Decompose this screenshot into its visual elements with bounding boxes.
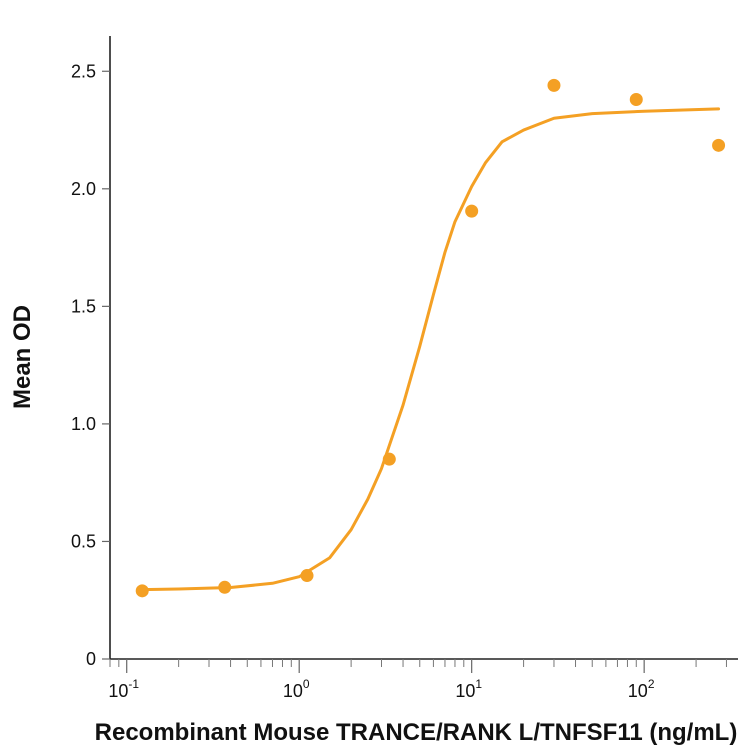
data-point [218, 580, 232, 594]
data-point [465, 204, 479, 218]
axes [109, 36, 738, 660]
y-tick-label: 1.5 [71, 296, 96, 316]
data-point [547, 78, 561, 92]
y-tick-label: 0.5 [71, 531, 96, 551]
x-tick-label: 10-1 [108, 677, 139, 701]
x-tick-label: 100 [283, 677, 310, 701]
data-points-layer [135, 78, 726, 598]
fit-curve [140, 107, 721, 592]
y-tick-label: 2.5 [71, 61, 96, 81]
y-tick-label: 0 [86, 649, 96, 669]
x-axis-title: Recombinant Mouse TRANCE/RANK L/TNFSF11 … [95, 719, 738, 746]
x-tick-label: 102 [628, 677, 655, 701]
data-point [135, 584, 149, 598]
fit-curve-layer [140, 107, 721, 592]
y-tick-label: 2.0 [71, 179, 96, 199]
labels-layer: 0 0.5 1.0 1.5 2.0 2.5 10-1 100 101 102 [71, 61, 655, 701]
y-axis-title: Mean OD [9, 305, 36, 409]
x-tick-label: 101 [455, 677, 482, 701]
data-point [712, 138, 726, 152]
data-point [629, 92, 643, 106]
data-point [300, 569, 314, 583]
y-tick-label: 1.0 [71, 414, 96, 434]
data-point [382, 452, 396, 466]
ticks [102, 70, 727, 673]
